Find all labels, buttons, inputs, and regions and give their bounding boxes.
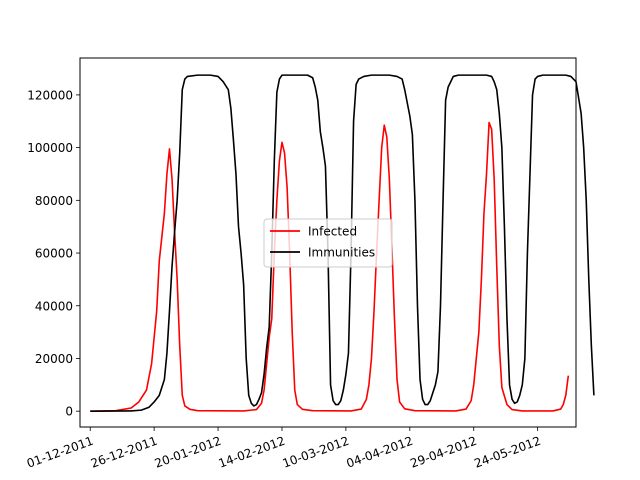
series-line-immunities [90, 74, 595, 412]
legend: Infected Immunities [263, 218, 393, 268]
plot-frame [79, 57, 577, 428]
y-tick-label: 60000 [35, 247, 73, 261]
y-tick-label: 40000 [35, 299, 73, 313]
y-tick-label: 120000 [27, 88, 73, 102]
legend-label-immunities: Immunities [308, 246, 375, 260]
series-layer [90, 74, 595, 412]
y-axis: 0 20000 40000 60000 80000 100000 120000 [27, 88, 80, 419]
y-tick-label: 100000 [27, 141, 73, 155]
y-tick-label: 80000 [35, 194, 73, 208]
y-tick-label: 0 [65, 405, 73, 419]
legend-label-infected: Infected [308, 225, 357, 239]
y-tick-label: 20000 [35, 352, 73, 366]
